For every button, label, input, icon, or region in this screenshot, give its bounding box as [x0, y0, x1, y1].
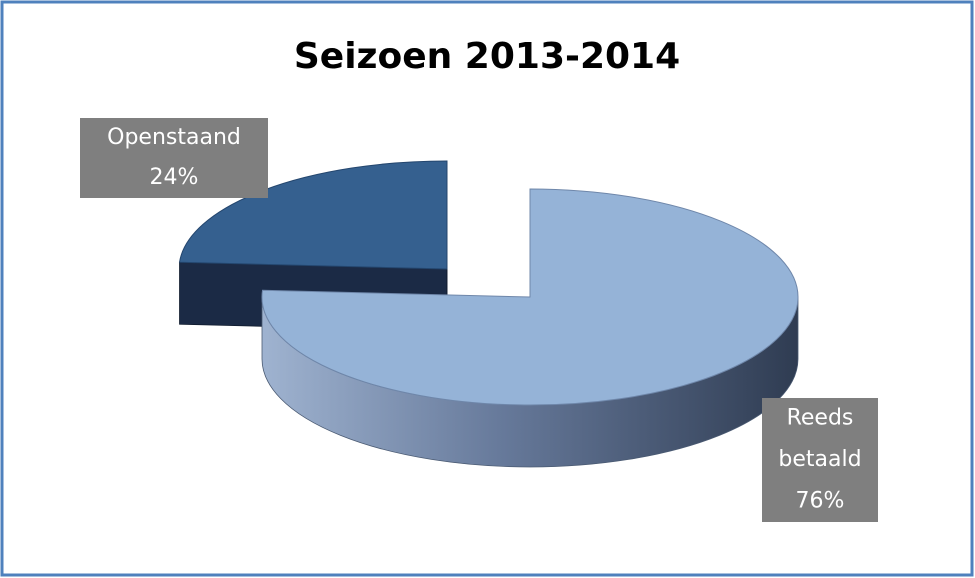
data-label-box — [762, 398, 878, 522]
pie — [178, 160, 799, 468]
data-label-box — [80, 118, 268, 198]
labels: Openstaand 24% Reeds betaald 76% — [80, 118, 878, 522]
data-label-name: betaald — [778, 447, 861, 472]
data-label-name: Openstaand — [107, 125, 241, 150]
chart-title: Seizoen 2013-2014 — [294, 36, 680, 77]
data-label: 24% — [150, 165, 199, 190]
data-label: 76% — [796, 488, 845, 513]
slice — [261, 188, 799, 406]
data-label-name: Reeds — [787, 406, 854, 431]
